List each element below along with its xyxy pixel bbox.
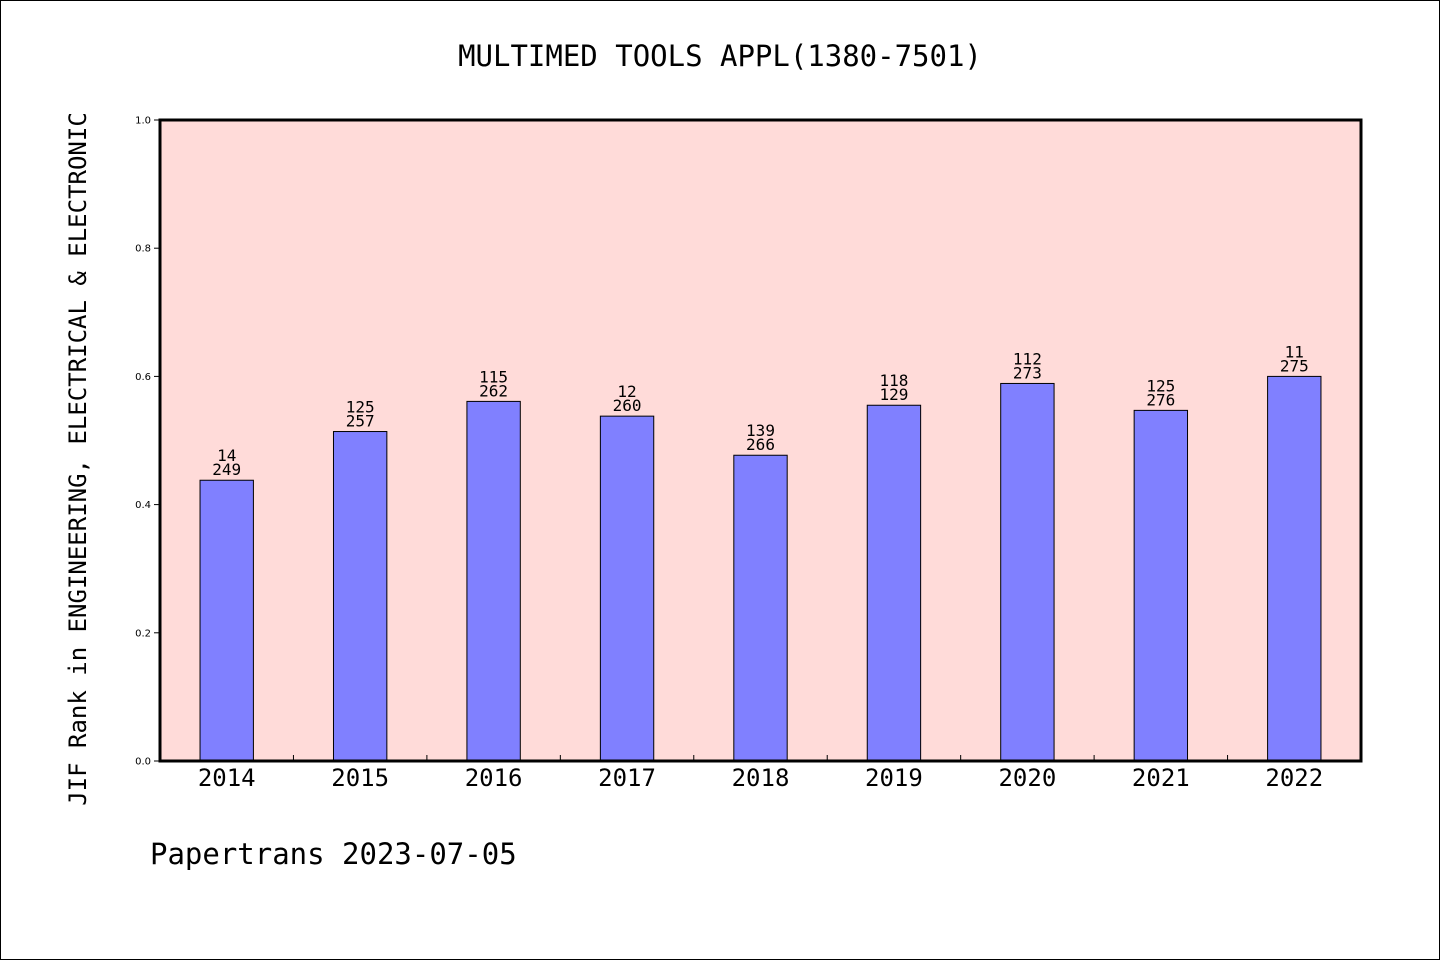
chart-title: MULTIMED TOOLS APPL(1380-7501): [458, 39, 982, 73]
bar-label-bottom-2015: 257: [346, 412, 375, 431]
bar-label-top-2019: 118: [879, 371, 908, 390]
bar-2019: [866, 404, 922, 762]
bar-label-top-2018: 139: [746, 421, 775, 440]
x-tick-label-2021: 2021: [1132, 764, 1190, 792]
bar-label-top-2016: 115: [479, 367, 508, 386]
bar-label-bottom-2021: 276: [1146, 390, 1175, 409]
bar-2022: [1267, 375, 1322, 762]
bar-2016: [466, 400, 521, 762]
x-tick-label-2022: 2022: [1265, 764, 1323, 792]
bar-label-top-2020: 112: [1013, 349, 1042, 368]
bar-label-bottom-2017: 260: [613, 396, 642, 415]
bar-label-bottom-2020: 273: [1013, 363, 1042, 382]
bar-2014: [199, 479, 254, 762]
y-tick-label-5: 1.0: [135, 116, 151, 127]
bar-label-bottom-2022: 275: [1280, 356, 1309, 375]
bar-label-bottom-2016: 262: [479, 381, 508, 400]
y-tick-label-4: 0.8: [135, 244, 151, 255]
bar-label-top-2017: 12: [617, 382, 636, 401]
bar-2017: [599, 415, 655, 762]
bar-2020: [1000, 382, 1055, 762]
bar-label-top-2015: 125: [346, 398, 375, 417]
x-tick-label-2015: 2015: [331, 764, 389, 792]
y-tick-label-3: 0.6: [135, 372, 151, 383]
y-tick-label-2: 0.4: [135, 500, 151, 511]
x-ticks-group: 2014 2015 2016 2017 2018 2019 2020 2021 2022: [198, 755, 1323, 792]
bar-2018: [733, 454, 788, 762]
plot-border: [158, 118, 1363, 763]
bar-label-bottom-2018: 266: [746, 435, 775, 454]
x-tick-label-2018: 2018: [732, 764, 790, 792]
bar-label-bottom-2019: 129: [879, 385, 908, 404]
bar-label-top-2022: 11: [1285, 342, 1304, 361]
bars-group: [199, 375, 1322, 762]
x-tick-label-2020: 2020: [998, 764, 1056, 792]
x-tick-label-2016: 2016: [465, 764, 523, 792]
y-tick-label-0: 0.0: [135, 757, 151, 768]
x-tick-label-2019: 2019: [865, 764, 923, 792]
bar-label-bottom-2014: 249: [212, 460, 241, 479]
y-axis-label: JIF Rank in ENGINEERING, ELECTRICAL & EL…: [64, 112, 92, 806]
bar-2021: [1133, 409, 1189, 762]
bar-label-top-2014: 14: [217, 446, 236, 465]
x-tick-label-2017: 2017: [598, 764, 656, 792]
bar-2015: [332, 431, 388, 762]
bar-label-top-2021: 125: [1146, 376, 1175, 395]
y-tick-label-1: 0.2: [135, 628, 151, 639]
footer-text: Papertrans 2023-07-05: [150, 837, 517, 871]
x-tick-label-2014: 2014: [198, 764, 256, 792]
y-ticks-group: 0.0 0.2 0.4 0.6 0.8 1.0: [135, 116, 160, 768]
